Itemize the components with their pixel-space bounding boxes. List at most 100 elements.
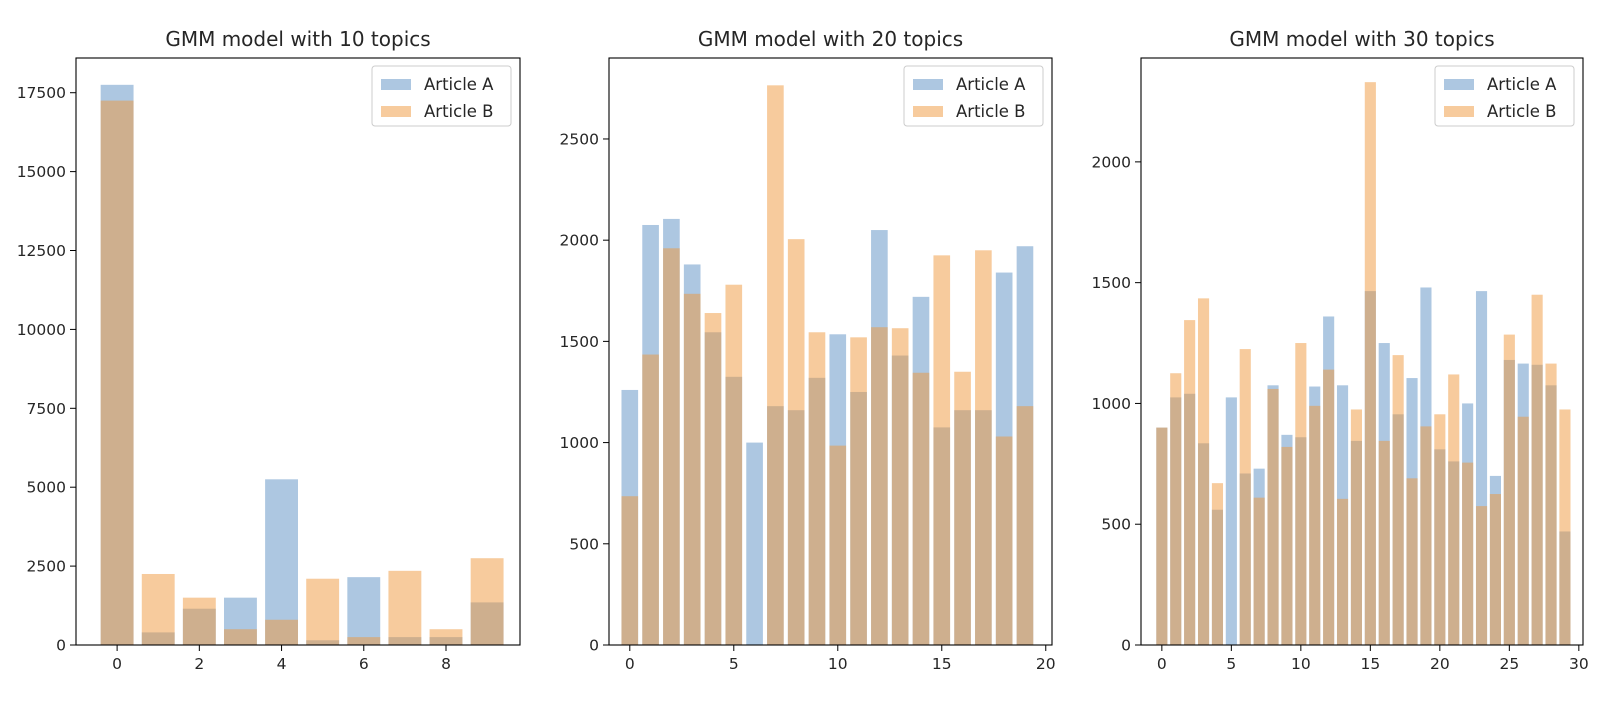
bar bbox=[1350, 409, 1362, 645]
x-tick-label: 0 bbox=[1157, 655, 1167, 673]
bar bbox=[1517, 416, 1529, 645]
bar bbox=[642, 354, 659, 645]
bar bbox=[1295, 343, 1307, 645]
y-tick-label: 2000 bbox=[560, 232, 599, 250]
bar bbox=[1475, 506, 1488, 645]
bar bbox=[388, 570, 422, 645]
bar bbox=[1420, 426, 1432, 645]
x-tick-label: 20 bbox=[1036, 655, 1056, 673]
bar bbox=[1336, 498, 1349, 645]
chart-panel-3: GMM model with 30 topics 0 5 10 15 20 25 30 0 500… bbox=[1092, 27, 1589, 673]
bar bbox=[1475, 291, 1488, 645]
bar bbox=[1462, 462, 1474, 645]
y-tick-label: 500 bbox=[569, 535, 599, 553]
bar bbox=[429, 629, 463, 645]
y-tick-label: 500 bbox=[1101, 516, 1131, 534]
bar bbox=[1503, 334, 1515, 645]
legend-swatch bbox=[1444, 79, 1474, 90]
chart-panel-1: GMM model with 10 topics 0 2 4 6 8 0 2500 5000 75… bbox=[17, 27, 521, 673]
y-tick-label: 1000 bbox=[560, 434, 599, 452]
chart-title: GMM model with 30 topics bbox=[1229, 27, 1494, 51]
bar bbox=[1197, 298, 1210, 645]
bar bbox=[470, 558, 504, 645]
bar bbox=[725, 284, 743, 645]
x-tick-label: 15 bbox=[932, 655, 952, 673]
bar bbox=[1156, 427, 1168, 645]
x-tick-label: 2 bbox=[194, 655, 204, 673]
series-article-b bbox=[1156, 82, 1571, 646]
bar bbox=[704, 313, 722, 645]
bar bbox=[1392, 355, 1404, 645]
x-tick-label: 20 bbox=[1430, 655, 1450, 673]
bar bbox=[182, 597, 216, 645]
bar bbox=[265, 619, 298, 645]
bar bbox=[746, 442, 763, 645]
x-tick-label: 30 bbox=[1569, 655, 1589, 673]
x-tick-label: 8 bbox=[441, 655, 451, 673]
bar bbox=[995, 436, 1013, 645]
y-tick-label: 0 bbox=[1121, 637, 1131, 655]
bar bbox=[787, 239, 805, 645]
y-tick-label: 0 bbox=[56, 637, 66, 655]
bar bbox=[1489, 494, 1501, 645]
legend-swatch bbox=[1444, 106, 1474, 117]
bar bbox=[975, 250, 992, 646]
legend-swatch bbox=[381, 79, 411, 90]
legend: Article A Article B bbox=[903, 65, 1044, 127]
bar bbox=[1448, 374, 1460, 645]
legend-label: Article B bbox=[1487, 102, 1557, 121]
y-tick-label: 2000 bbox=[1092, 153, 1131, 171]
bar bbox=[1281, 446, 1293, 645]
bar bbox=[1253, 497, 1265, 645]
bar bbox=[347, 577, 381, 645]
bar bbox=[306, 578, 340, 645]
y-tick-label: 2500 bbox=[560, 130, 599, 148]
bar bbox=[1170, 373, 1182, 645]
legend: Article A Article B bbox=[371, 65, 512, 127]
bar bbox=[871, 327, 888, 645]
bar bbox=[1559, 409, 1571, 645]
x-tick-label: 25 bbox=[1499, 655, 1519, 673]
bar bbox=[912, 372, 930, 645]
series-article-b bbox=[621, 85, 1034, 646]
x-tick-label: 5 bbox=[729, 655, 739, 673]
bar bbox=[683, 293, 701, 645]
x-tick-label: 10 bbox=[1291, 655, 1311, 673]
bar bbox=[1225, 397, 1237, 645]
y-tick-label: 1000 bbox=[1092, 395, 1131, 413]
legend-label: Article A bbox=[956, 75, 1026, 94]
y-tick-label: 7500 bbox=[27, 400, 66, 418]
bar bbox=[265, 479, 298, 645]
bar bbox=[1323, 369, 1335, 645]
series-article-a bbox=[621, 218, 1034, 646]
legend-swatch bbox=[913, 106, 943, 117]
y-tick-label: 1500 bbox=[1092, 274, 1131, 292]
legend: Article A Article B bbox=[1434, 65, 1575, 127]
series-article-b bbox=[100, 100, 504, 645]
x-tick-label: 4 bbox=[277, 655, 287, 673]
x-tick-label: 0 bbox=[112, 655, 122, 673]
y-tick-label: 2500 bbox=[27, 558, 66, 576]
bar bbox=[1364, 82, 1376, 646]
chart-panel-2: GMM model with 20 topics 0 5 10 15 20 0 500 1000… bbox=[560, 27, 1056, 673]
bar bbox=[1545, 363, 1557, 645]
bar bbox=[347, 637, 381, 645]
bar bbox=[933, 255, 951, 645]
bar bbox=[1267, 388, 1279, 645]
legend-label: Article A bbox=[424, 75, 494, 94]
legend-label: Article B bbox=[424, 102, 494, 121]
x-tick-label: 6 bbox=[359, 655, 369, 673]
bar bbox=[1406, 478, 1418, 645]
y-tick-label: 10000 bbox=[17, 321, 66, 339]
bar bbox=[663, 248, 680, 645]
x-tick-label: 5 bbox=[1226, 655, 1236, 673]
legend-swatch bbox=[913, 79, 943, 90]
bar bbox=[1378, 440, 1390, 645]
bar bbox=[1531, 294, 1543, 645]
axes-frame bbox=[1140, 57, 1584, 646]
bar bbox=[850, 337, 867, 645]
bar bbox=[891, 328, 909, 645]
bar bbox=[141, 573, 175, 645]
bar bbox=[1309, 405, 1321, 645]
